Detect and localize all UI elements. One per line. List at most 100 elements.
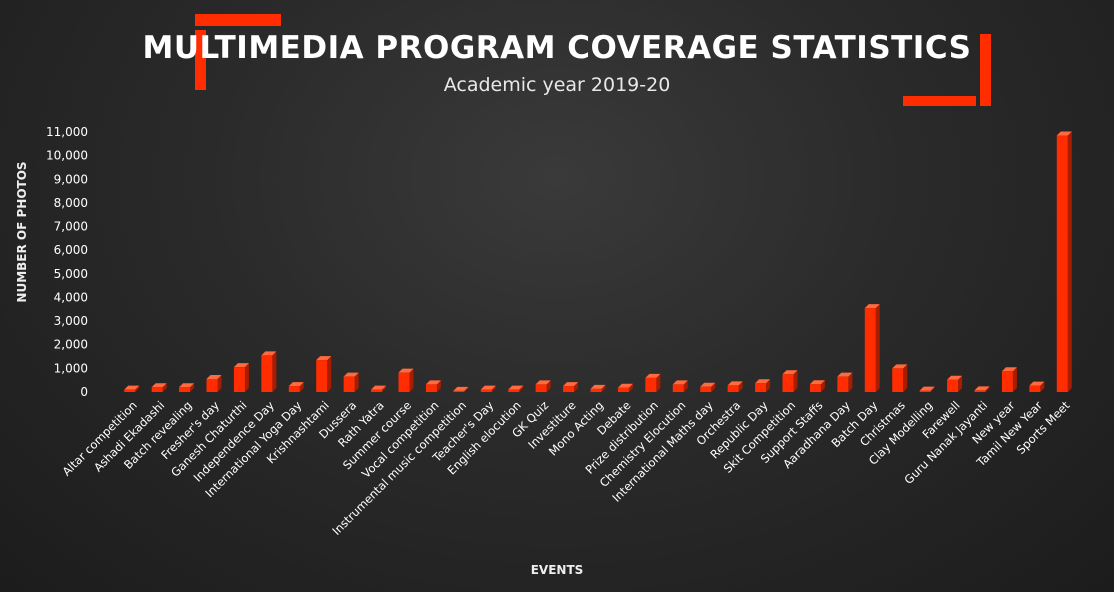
bar-top: [288, 382, 304, 387]
bar-side: [409, 368, 414, 392]
bar: [700, 386, 712, 392]
bar-side: [244, 363, 249, 392]
bar-top: [508, 385, 524, 390]
bar-side: [162, 383, 167, 392]
y-tick-label: 10,000: [46, 149, 88, 163]
y-axis-ticks: 0 1,000 2,000 3,000 4,000 5,000 6,000 7,000 8,00…: [46, 125, 88, 399]
bar-top: [425, 380, 441, 385]
bar-side: [574, 382, 579, 392]
bar-side: [382, 385, 387, 392]
bar-side: [738, 381, 743, 392]
bar: [563, 386, 575, 392]
bar-top: [809, 380, 825, 385]
bar-top: [371, 385, 387, 390]
bar-side: [628, 383, 633, 392]
bar-side: [354, 372, 359, 392]
bar-side: [491, 385, 496, 392]
bar-side: [903, 364, 908, 392]
bar-top: [672, 380, 688, 385]
bar-top: [179, 383, 195, 388]
y-tick-label: 2,000: [54, 338, 88, 352]
bar-top: [837, 372, 853, 377]
bar-side: [519, 385, 524, 392]
bar: [864, 308, 876, 392]
bar-side: [1067, 131, 1072, 392]
bar-side: [135, 385, 140, 392]
bar-side: [656, 373, 661, 392]
bar-top: [233, 363, 249, 368]
bar-top: [535, 380, 551, 385]
bar-side: [820, 380, 825, 392]
bar-side: [217, 375, 222, 392]
bar: [233, 367, 245, 392]
bar: [974, 390, 986, 392]
bar-top: [124, 385, 140, 390]
bar-top: [480, 385, 496, 390]
bar-side: [848, 372, 853, 392]
title-frame-left-bar: [195, 30, 206, 90]
y-tick-label: 11,000: [46, 125, 88, 139]
bar-top: [590, 384, 606, 389]
bar: [892, 368, 904, 392]
bar-side: [1012, 367, 1017, 392]
bar-top: [755, 379, 771, 384]
y-tick-label: 4,000: [54, 290, 88, 304]
bar-side: [327, 356, 332, 392]
bar-top: [398, 368, 414, 373]
bar: [480, 389, 492, 392]
bar-side: [958, 375, 963, 392]
bar: [1056, 135, 1068, 392]
bar-top: [919, 386, 935, 391]
chart-subtitle: Academic year 2019-20: [443, 74, 671, 96]
bar: [1029, 385, 1041, 392]
y-tick-label: 3,000: [54, 314, 88, 328]
bar-side: [272, 351, 277, 392]
bar-side: [793, 370, 798, 392]
bar: [206, 379, 218, 392]
bar-top: [151, 383, 167, 388]
bar-side: [930, 386, 935, 392]
bar-side: [985, 386, 990, 392]
bar: [1001, 371, 1013, 392]
bars: [124, 131, 1072, 392]
bar-top: [563, 382, 579, 387]
bar-top: [700, 382, 716, 387]
bar: [947, 379, 959, 392]
bar-side: [766, 379, 771, 392]
bar: [837, 376, 849, 392]
bar-side: [190, 383, 195, 392]
bar: [425, 384, 437, 392]
bar: [672, 384, 684, 392]
bar: [371, 389, 383, 392]
bar: [645, 377, 657, 392]
bar: [535, 384, 547, 392]
bar-top: [864, 304, 880, 309]
bar: [590, 388, 602, 392]
chart-title: MULTIMEDIA PROGRAM COVERAGE STATISTICS: [142, 30, 972, 66]
title-frame-top-bar: [195, 14, 281, 26]
bar: [727, 385, 739, 392]
bar: [179, 387, 191, 392]
y-tick-label: 9,000: [54, 172, 88, 186]
bar: [919, 390, 931, 392]
y-tick-label: 1,000: [54, 361, 88, 375]
bar-top: [206, 375, 222, 379]
x-axis-label: EVENTS: [530, 563, 584, 577]
bar-top: [1029, 381, 1045, 386]
bar: [508, 389, 520, 392]
bar-side: [299, 382, 304, 392]
y-tick-label: 7,000: [54, 220, 88, 234]
bar: [343, 376, 355, 392]
bar: [398, 372, 410, 392]
bar-top: [453, 386, 469, 391]
bar-top: [645, 373, 661, 378]
bar-top: [727, 381, 743, 386]
y-tick-label: 8,000: [54, 196, 88, 210]
bar-side: [464, 386, 469, 392]
bar-side: [546, 380, 551, 392]
bar-top: [1001, 367, 1017, 372]
bar-side: [436, 380, 441, 392]
bar: [124, 389, 136, 392]
bar-top: [316, 356, 332, 361]
